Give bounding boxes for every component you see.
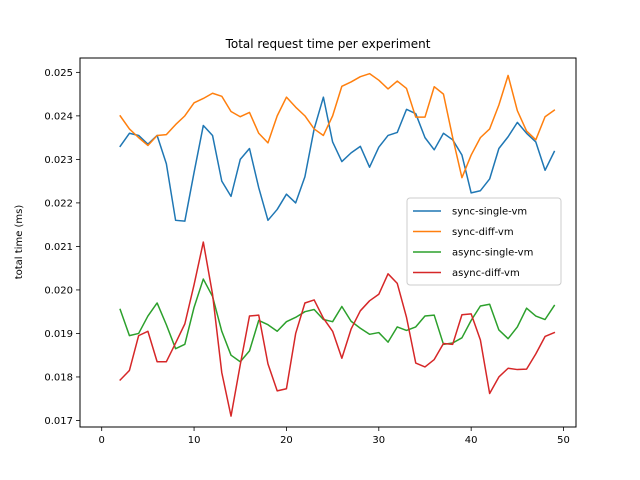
- legend: sync-single-vm sync-diff-vm async-single-v…: [406, 197, 562, 286]
- y-axis-label: total time (ms): [14, 205, 25, 280]
- y-tick-label: 0.023: [44, 155, 73, 166]
- y-tick-label: 0.025: [44, 68, 73, 79]
- x-tick-label: 0: [99, 435, 105, 446]
- y-tick-label: 0.024: [44, 111, 73, 122]
- y-axis: 0.017 0.018 0.019 0.020 0.021 0.022 0.023 0.024…: [44, 68, 80, 427]
- x-tick-label: 10: [188, 435, 201, 446]
- series-line-sync-diff-vm: [119, 72, 556, 179]
- y-tick-label: 0.021: [44, 242, 73, 253]
- x-tick-label: 50: [557, 435, 570, 446]
- series-line-async-single-vm: [119, 278, 556, 363]
- x-axis: 0 10 20 30 40 50: [99, 427, 570, 446]
- y-tick-label: 0.017: [44, 416, 73, 427]
- series-line-async-diff-vm: [119, 241, 556, 417]
- legend-box: [406, 197, 562, 286]
- x-tick-label: 20: [280, 435, 293, 446]
- y-tick-label: 0.019: [44, 329, 73, 340]
- chart-title: Total request time per experiment: [225, 37, 431, 51]
- y-tick-label: 0.018: [44, 372, 73, 383]
- legend-label-sync-single-vm: sync-single-vm: [452, 207, 527, 218]
- plot-lines: [119, 72, 556, 417]
- y-tick-label: 0.022: [44, 198, 73, 209]
- x-tick-label: 30: [372, 435, 385, 446]
- y-tick-label: 0.020: [44, 285, 73, 296]
- legend-label-async-single-vm: async-single-vm: [452, 248, 533, 259]
- x-tick-label: 40: [465, 435, 478, 446]
- legend-label-sync-diff-vm: sync-diff-vm: [452, 227, 514, 238]
- series-line-sync-single-vm: [119, 96, 556, 222]
- plot-frame: [79, 57, 577, 428]
- legend-label-async-diff-vm: async-diff-vm: [452, 268, 520, 279]
